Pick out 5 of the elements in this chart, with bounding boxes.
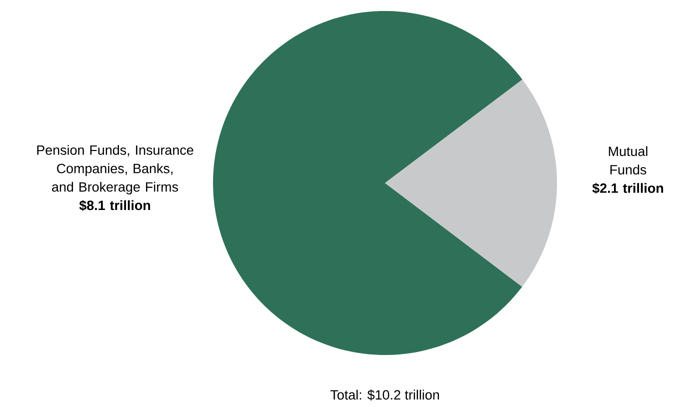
slice-label: Pension Funds, Insurance Companies, Banks, and Brokerage Firms [37, 144, 194, 194]
data-label: $2.1 trillion [592, 182, 664, 194]
slice-label: Mutual Funds [608, 146, 648, 174]
text: Total: $10.2 trillion [330, 390, 439, 400]
data-label: $8.1 trillion [79, 200, 150, 212]
